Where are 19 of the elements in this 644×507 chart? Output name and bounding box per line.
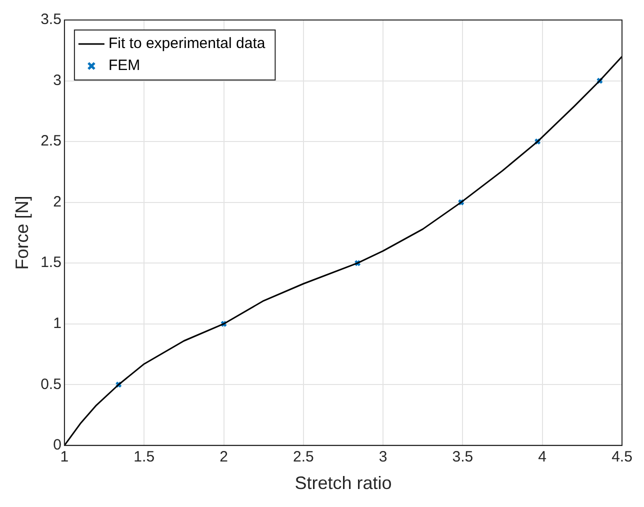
x-tick-label: 3.5 <box>452 448 474 466</box>
legend-label: FEM <box>108 57 140 74</box>
x-tick-label: 4 <box>538 448 547 466</box>
x-tick-label: 2 <box>220 448 228 466</box>
y-tick-label: 3.5 <box>40 11 62 28</box>
y-axis-title: Force [N] <box>12 196 32 270</box>
y-tick-label: 2 <box>53 193 62 210</box>
x-tick-label: 1.5 <box>134 448 155 466</box>
y-tick-label: 0 <box>53 436 62 454</box>
x-tick-label: 3 <box>378 448 388 466</box>
y-tick-label: 0.5 <box>40 376 62 393</box>
legend-label: Fit to experimental data <box>108 35 266 52</box>
x-axis-title: Stretch ratio <box>294 473 392 494</box>
y-tick-label: 2.5 <box>40 132 62 150</box>
x-tick-label: 4.5 <box>612 448 632 466</box>
y-tick-label: 1 <box>53 315 62 332</box>
y-tick-label: 1.5 <box>40 254 62 272</box>
y-tick-label: 3 <box>53 72 62 89</box>
x-tick-label: 2.5 <box>292 448 314 466</box>
